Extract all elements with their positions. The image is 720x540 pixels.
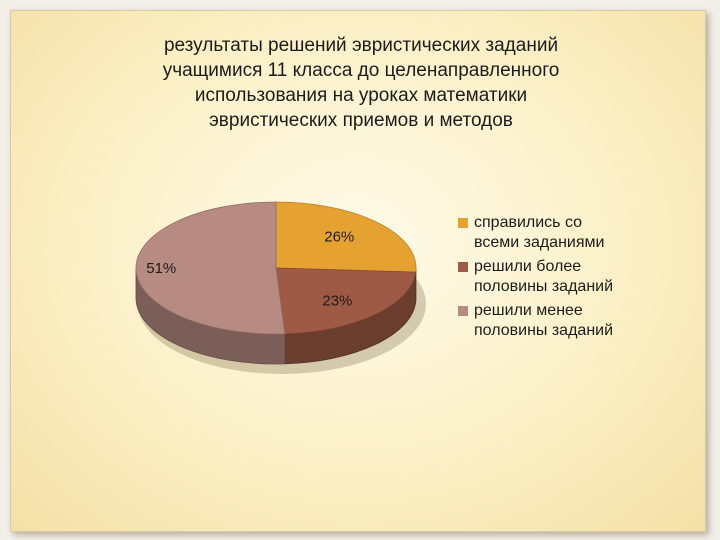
- chart-title-line-3: использования на уроках математики: [194, 85, 528, 106]
- legend-label-3-line-1: решили менее: [474, 302, 583, 319]
- chart-title-line-2: учащимися 11 класса до целенаправленного: [162, 60, 560, 81]
- chart-title: результаты решений эвристических заданий…: [101, 33, 621, 133]
- chart-title-line-4: эвристических приемов и методов: [209, 110, 513, 131]
- chart-title-line-1: результаты решений эвристических заданий: [163, 35, 559, 56]
- legend-swatch-1: [458, 218, 468, 228]
- legend-item-3: решили менее половины заданий: [458, 301, 648, 341]
- data-label-1: 26%: [324, 228, 354, 245]
- data-label-3: 51%: [146, 260, 176, 277]
- pie-slice-3: [135, 201, 286, 335]
- legend-label-1-line-1: справились со: [474, 214, 583, 231]
- pie-slice-2: [275, 267, 417, 335]
- legend-swatch-3: [458, 306, 468, 316]
- data-label-2: 23%: [322, 293, 352, 310]
- legend-label-1-line-2: всеми заданиями: [474, 234, 605, 251]
- chart-legend: справились со всеми заданиями решили бол…: [458, 213, 648, 345]
- legend-item-1: справились со всеми заданиями: [458, 213, 648, 253]
- legend-label-2-line-1: решили более: [474, 258, 582, 275]
- slide: результаты решений эвристических заданий…: [10, 10, 706, 532]
- legend-swatch-2: [458, 262, 468, 272]
- legend-item-2: решили более половины заданий: [458, 257, 648, 297]
- pie-slice-1: [275, 201, 417, 273]
- legend-label-2-line-2: половины заданий: [474, 278, 614, 295]
- legend-label-3-line-2: половины заданий: [474, 322, 614, 339]
